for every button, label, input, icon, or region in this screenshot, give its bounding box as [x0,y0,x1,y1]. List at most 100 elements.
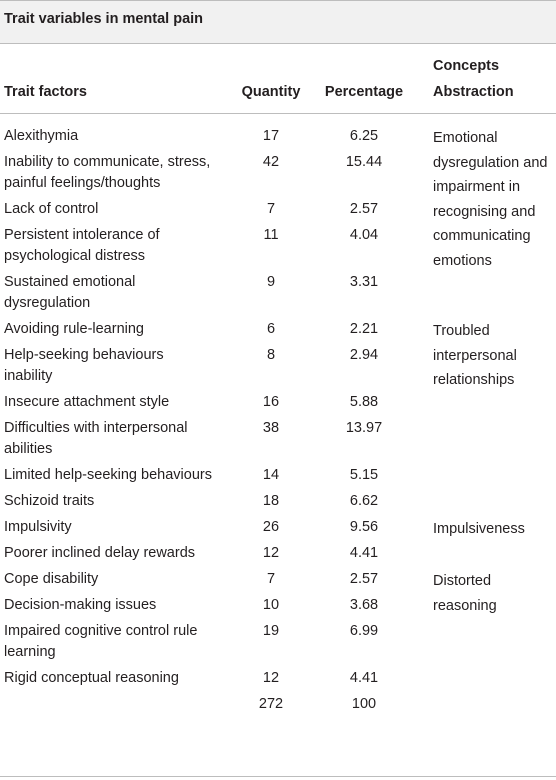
percentage-cell: 3.31 [349,274,379,290]
concept-abstraction-cell: Emotional dysregulation and impairment in r… [433,126,547,273]
trait-factor-cell: Decision-making issues [4,595,156,616]
trait-factor-cell: Persistent intolerance of psychological d… [4,225,160,267]
quantity-cell: 18 [262,493,280,509]
trait-factor-line: Persistent intolerance of [4,227,160,243]
percentage-cell: 4.41 [349,545,379,561]
trait-factor-line: Sustained emotional [4,274,136,290]
concept-line: Distorted [433,573,492,589]
trait-factor-cell: Lack of control [4,199,98,220]
trait-factor-cell: Avoiding rule-learning [4,319,144,340]
quantity-cell: 17 [262,128,280,144]
trait-factor-cell: Sustained emotional dysregulation [4,272,135,314]
trait-factor-line: painful feelings/thoughts [4,175,161,191]
trait-factor-line: Impaired cognitive control rule [4,623,198,639]
header-concepts-line1: Concepts [433,58,500,74]
quantity-cell: 9 [266,274,276,290]
percentage-cell: 13.97 [345,420,383,436]
trait-factor-line: Poorer inclined delay rewards [4,545,196,561]
percentage-cell: 9.56 [349,519,379,535]
trait-factor-line: Insecure attachment style [4,394,170,410]
trait-factor-line: Avoiding rule-learning [4,321,144,337]
quantity-cell: 12 [262,545,280,561]
bottom-rule [0,776,556,777]
trait-factor-cell: Rigid conceptual reasoning [4,668,179,689]
trait-factor-line: Schizoid traits [4,493,95,509]
concept-line: dysregulation and [433,154,548,171]
concept-line: Impulsiveness [433,521,525,537]
percentage-cell: 3.68 [349,597,379,613]
trait-factor-line: learning [4,644,56,660]
trait-factor-line: Lack of control [4,201,99,217]
percentage-cell: 15.44 [345,154,383,170]
header-concepts-line2: Abstraction [433,84,514,100]
trait-factor-line: Cope disability [4,571,99,587]
trait-factor-cell: Impaired cognitive control rule learning [4,621,197,663]
concept-line: Troubled [433,323,490,339]
trait-factor-line: Limited help-seeking behaviours [4,467,212,483]
trait-factor-cell: Alexithymia [4,126,78,147]
quantity-cell: 10 [262,597,280,613]
quantity-cell: 12 [262,670,280,686]
concept-abstraction-cell: Impulsiveness [433,517,525,542]
percentage-cell: 100 [351,696,377,712]
quantity-cell: 19 [262,623,280,639]
percentage-cell: 6.99 [349,623,379,639]
percentage-cell: 2.57 [349,201,379,217]
quantity-cell: 6 [266,321,276,337]
trait-factor-line: Alexithymia [4,128,79,144]
concept-line: relationships [433,372,515,388]
quantity-cell: 7 [266,571,276,587]
trait-factor-line: Difficulties with interpersonal [4,420,188,436]
concept-abstraction-cell: Troubled interpersonal relationships [433,319,517,393]
quantity-cell: 8 [266,347,276,363]
percentage-cell: 5.88 [349,394,379,410]
trait-factor-line: Decision-making issues [4,597,157,613]
trait-factor-line: abilities [4,441,53,457]
header-trait-factors: Trait factors [4,84,87,100]
trait-factor-cell: Limited help-seeking behaviours [4,465,212,486]
header-quantity: Quantity [241,84,301,100]
percentage-cell: 4.04 [349,227,379,243]
quantity-cell: 26 [262,519,280,535]
trait-factor-line: dysregulation [4,295,91,311]
trait-factor-cell: Difficulties with interpersonal abilities [4,418,187,460]
header-percentage: Percentage [324,84,404,100]
trait-factor-cell: Help-seeking behaviours inability [4,345,164,387]
percentage-cell: 6.25 [349,128,379,144]
concept-line: impairment in [433,179,521,195]
header-rule [0,113,556,114]
trait-factor-cell: Poorer inclined delay rewards [4,543,195,564]
concept-line: interpersonal [433,347,517,364]
quantity-cell: 42 [262,154,280,170]
percentage-cell: 2.94 [349,347,379,363]
quantity-cell: 38 [262,420,280,436]
percentage-cell: 5.15 [349,467,379,483]
percentage-cell: 2.21 [349,321,379,337]
concept-line: reasoning [433,597,497,614]
trait-factor-line: Impulsivity [4,519,72,535]
concept-line: emotions [433,252,492,269]
trait-factor-cell: Insecure attachment style [4,392,169,413]
trait-factor-cell: Schizoid traits [4,491,94,512]
trait-factor-line: Rigid conceptual reasoning [4,670,179,686]
trait-factor-line: Inability to communicate, stress, [4,154,211,170]
quantity-cell: 11 [263,227,279,243]
percentage-cell: 2.57 [349,571,379,587]
trait-factor-cell: Impulsivity [4,517,72,538]
concept-line: recognising and [433,203,536,220]
trait-factor-line: psychological distress [4,248,146,264]
trait-factor-line: inability [4,368,53,384]
trait-factor-cell: Inability to communicate, stress, painful… [4,152,210,194]
table-title-band: Trait variables in mental pain [0,0,556,44]
concept-abstraction-cell: Distorted reasoning [433,569,497,618]
concept-line: Emotional [433,130,498,146]
percentage-cell: 4.41 [349,670,379,686]
trait-factor-line: Help-seeking behaviours [4,347,164,363]
percentage-cell: 6.62 [349,493,379,509]
quantity-cell: 272 [258,696,284,712]
quantity-cell: 16 [262,394,280,410]
quantity-cell: 7 [266,201,276,217]
quantity-cell: 14 [262,467,280,483]
trait-factor-cell: Cope disability [4,569,98,590]
concept-line: communicating [433,228,531,244]
